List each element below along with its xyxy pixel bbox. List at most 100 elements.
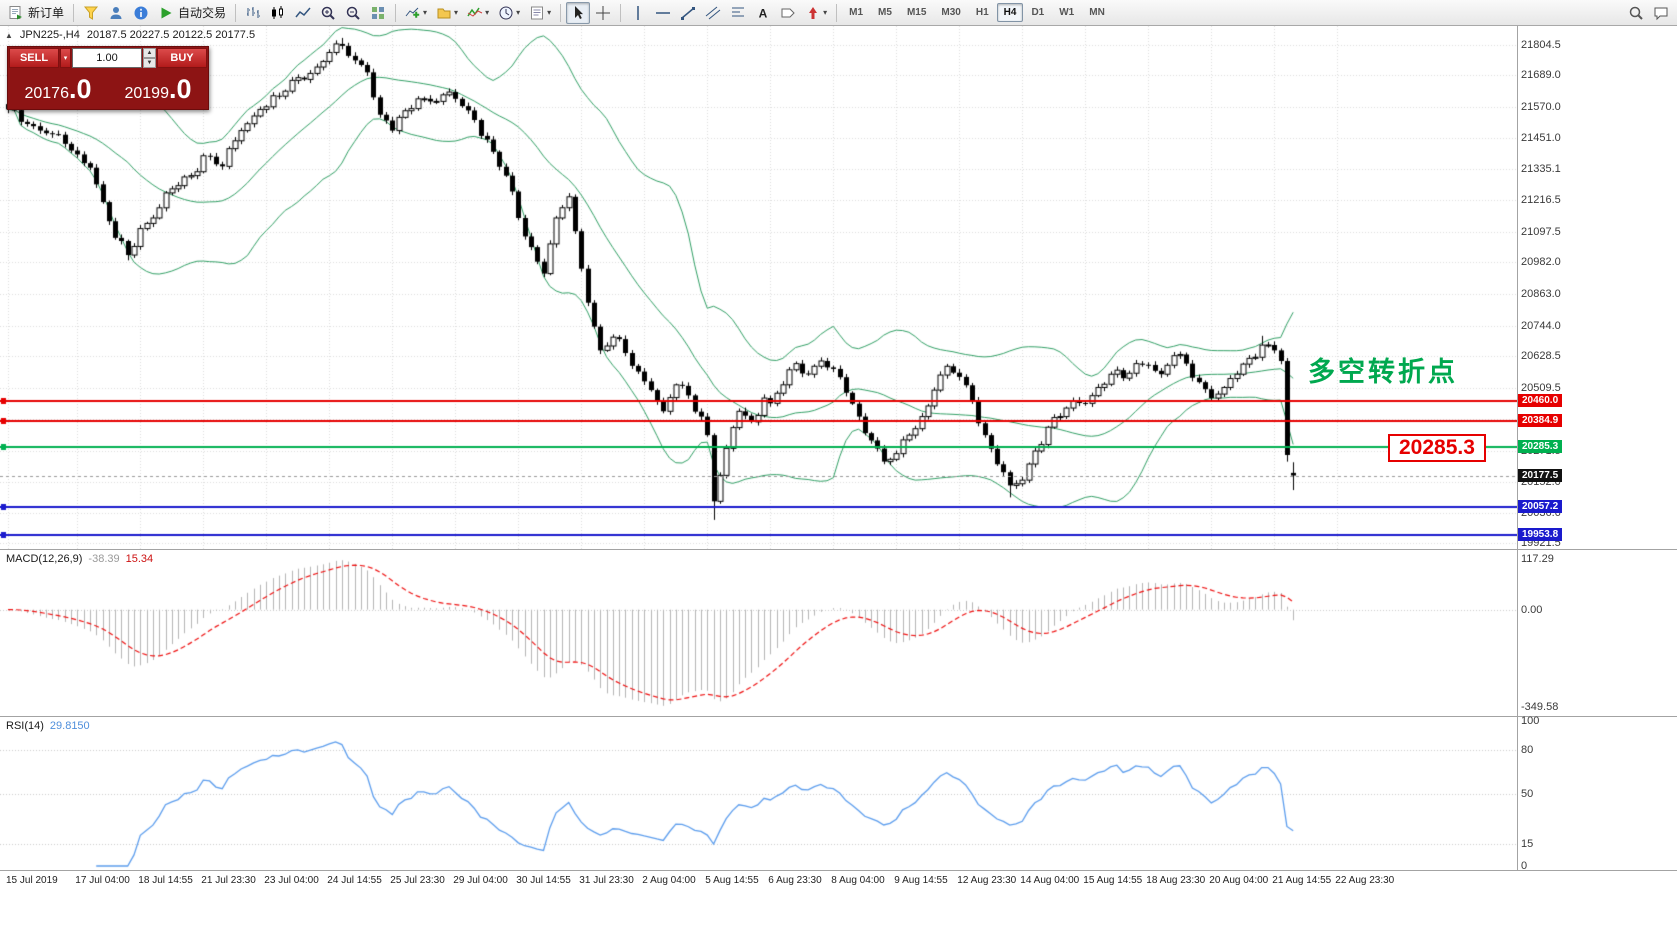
price-callout[interactable]: 20285.3 <box>1388 434 1486 462</box>
label-icon <box>780 5 796 21</box>
macd-indicator-label: MACD(12,26,9) -38.39 15.34 <box>6 553 154 565</box>
chat-button[interactable] <box>1649 2 1673 24</box>
time-axis-label: 9 Aug 14:55 <box>894 875 948 886</box>
volume-stepper: ▲ ▼ <box>143 48 156 68</box>
trendline-button[interactable] <box>676 2 700 24</box>
volume-down-button[interactable]: ▼ <box>143 58 156 68</box>
timeframe-button-m5[interactable]: M5 <box>878 7 892 18</box>
zoom-out-button[interactable] <box>341 2 365 24</box>
volume-input[interactable] <box>72 48 142 68</box>
price-axis-badge: 20177.5 <box>1518 468 1563 482</box>
new-chart-button[interactable]: ▾ <box>401 2 431 24</box>
arrows-button[interactable]: ▾ <box>801 2 831 24</box>
time-axis-label: 17 Jul 04:00 <box>75 875 130 886</box>
timeframe-button-m30[interactable]: M30 <box>941 7 961 18</box>
main-chart-canvas[interactable] <box>0 26 1517 549</box>
line-chart-icon <box>295 5 311 21</box>
search-icon <box>1628 5 1644 21</box>
price-axis-label: 117.29 <box>1521 553 1554 565</box>
price-axis-badge: 20285.3 <box>1518 439 1563 453</box>
bar-chart-button[interactable] <box>241 2 265 24</box>
crosshair-button[interactable] <box>591 2 615 24</box>
time-axis-label: 8 Aug 04:00 <box>831 875 885 886</box>
profiles-button[interactable]: ▾ <box>432 2 462 24</box>
time-axis-label: 12 Aug 23:30 <box>957 875 1017 886</box>
price-axis-label: 21335.1 <box>1521 162 1561 175</box>
timeframe-button-mn[interactable]: MN <box>1089 7 1105 18</box>
macd-main-value: -38.39 <box>88 553 120 565</box>
chevron-down-icon[interactable]: ▾ <box>485 8 490 17</box>
rsi-value: 29.8150 <box>49 720 90 732</box>
panel-separator[interactable] <box>0 549 1677 550</box>
volume-up-button[interactable]: ▲ <box>143 48 156 58</box>
toolbar-separator <box>235 3 237 22</box>
one-click-controls: SELL ▾ ▲ ▼ BUY <box>8 47 208 69</box>
tile-windows-button[interactable] <box>366 2 390 24</box>
new-order-button[interactable]: 新订单 <box>4 2 68 24</box>
rsi-panel-canvas[interactable] <box>0 717 1517 870</box>
timeframe-button-d1[interactable]: D1 <box>1031 7 1045 18</box>
trendline-icon <box>680 5 696 21</box>
symbol-search-button[interactable] <box>1624 2 1648 24</box>
price-axis-label: 20509.5 <box>1521 381 1561 394</box>
buy-button[interactable]: BUY <box>157 48 207 68</box>
svg-text:A: A <box>759 6 768 20</box>
time-axis-label: 21 Jul 23:30 <box>201 875 256 886</box>
macd-panel-canvas[interactable] <box>0 550 1517 716</box>
chevron-down-icon[interactable]: ▾ <box>454 8 459 17</box>
sell-dropdown-button[interactable]: ▾ <box>60 48 71 68</box>
macd-signal-value: 15.34 <box>125 553 154 565</box>
help-button[interactable] <box>129 2 153 24</box>
metaeditor-button[interactable] <box>79 2 103 24</box>
toolbar-separator <box>560 3 562 22</box>
text-icon: A <box>755 5 771 21</box>
chevron-down-icon[interactable]: ▾ <box>823 8 828 17</box>
price-axis-badge: 20384.9 <box>1518 413 1563 427</box>
time-axis-label: 18 Aug 23:30 <box>1146 875 1206 886</box>
horizontal-line-button[interactable] <box>651 2 675 24</box>
one-click-collapse-icon[interactable]: ▲ <box>5 30 13 40</box>
new-chart-icon <box>405 5 421 21</box>
text-button[interactable]: A <box>751 2 775 24</box>
toolbar-separator <box>620 3 622 22</box>
time-axis: 15 Jul 2019 17 Jul 04:00 18 Jul 14:55 21 Ju… <box>0 872 1677 892</box>
label-button[interactable] <box>776 2 800 24</box>
cursor-button[interactable] <box>566 1 591 24</box>
channel-button[interactable] <box>701 2 725 24</box>
zoom-in-button[interactable] <box>316 2 340 24</box>
sell-price[interactable]: 20176 .0 <box>24 74 92 104</box>
chevron-down-icon[interactable]: ▾ <box>516 8 521 17</box>
candlestick-chart-button[interactable] <box>266 2 290 24</box>
panel-separator[interactable] <box>0 716 1677 717</box>
sell-button[interactable]: SELL <box>9 48 59 68</box>
timeframe-button-h1[interactable]: H1 <box>975 7 989 18</box>
vertical-line-button[interactable] <box>626 2 650 24</box>
line-chart-button[interactable] <box>291 2 315 24</box>
indicators-button[interactable]: ▾ <box>463 2 493 24</box>
annotation-text[interactable]: 多空转折点 <box>1308 357 1458 387</box>
chevron-down-icon[interactable]: ▾ <box>423 8 428 17</box>
zoom-out-icon <box>345 5 361 21</box>
market-watch-button[interactable] <box>104 2 128 24</box>
timeframe-button-h4[interactable]: H4 <box>996 3 1024 22</box>
periods-button[interactable]: ▾ <box>494 2 524 24</box>
timeframe-button-m1[interactable]: M1 <box>849 7 864 18</box>
chevron-down-icon[interactable]: ▾ <box>547 8 552 17</box>
templates-button[interactable]: ▾ <box>525 2 555 24</box>
fibonacci-button[interactable] <box>726 2 750 24</box>
time-axis-label: 30 Jul 14:55 <box>516 875 571 886</box>
time-axis-label: 5 Aug 14:55 <box>705 875 759 886</box>
time-axis-label: 25 Jul 23:30 <box>390 875 445 886</box>
price-axis-label: 20982.0 <box>1521 256 1561 269</box>
time-axis-label: 29 Jul 04:00 <box>453 875 508 886</box>
toolbar-separator <box>836 3 838 22</box>
buy-price[interactable]: 20199 .0 <box>124 74 192 104</box>
price-axis-label: 21216.5 <box>1521 194 1561 207</box>
zoom-in-icon <box>320 5 336 21</box>
timeframe-button-w1[interactable]: W1 <box>1059 7 1075 18</box>
timeframe-button-m15[interactable]: M15 <box>906 7 927 18</box>
price-axis-badge: 20057.2 <box>1518 500 1563 514</box>
autotrading-button[interactable]: 自动交易 <box>154 2 230 24</box>
indicators-icon <box>467 5 483 21</box>
